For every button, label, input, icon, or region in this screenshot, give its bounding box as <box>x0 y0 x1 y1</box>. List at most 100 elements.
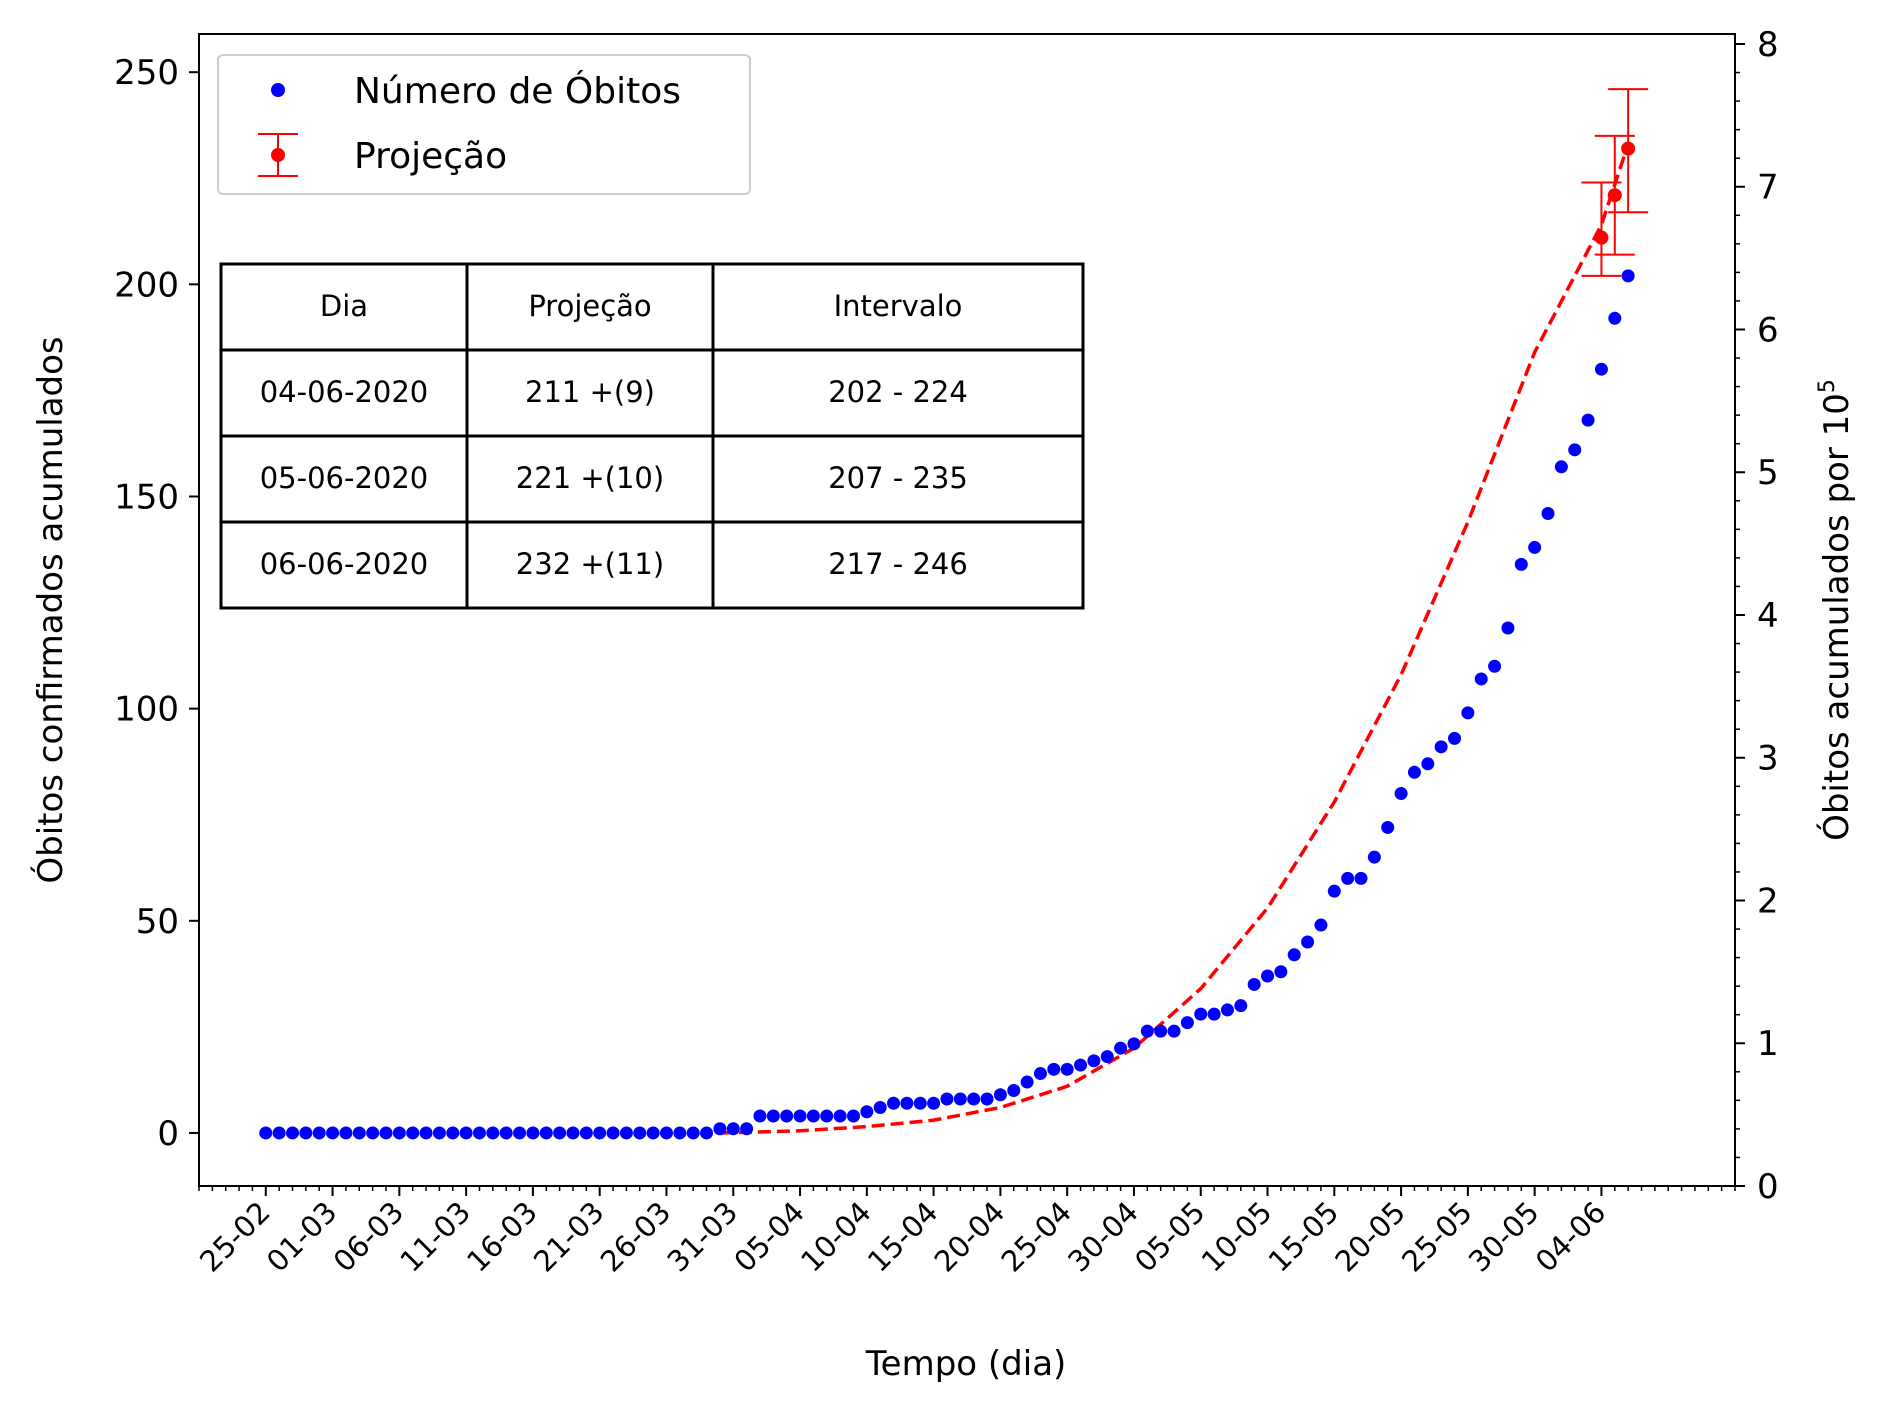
data-point <box>539 1126 553 1140</box>
data-point <box>272 1126 286 1140</box>
table-cell: 05-06-2020 <box>260 461 429 495</box>
y2-axis-label-text: Óbitos acumulados por 10 <box>1816 393 1857 841</box>
data-point <box>820 1109 834 1123</box>
data-point <box>285 1126 299 1140</box>
data-point <box>980 1092 994 1106</box>
x-tick-label: 20-04 <box>928 1195 1012 1279</box>
data-point <box>1180 1016 1194 1030</box>
data-point <box>1007 1084 1021 1098</box>
x-tick-label: 06-03 <box>327 1195 411 1279</box>
data-point <box>392 1126 406 1140</box>
data-point <box>593 1126 607 1140</box>
data-point <box>1568 443 1582 457</box>
data-point <box>1394 787 1408 801</box>
projection-table: Dia Projeção Intervalo 04-06-2020 211 +(… <box>219 262 1085 610</box>
data-point <box>753 1109 767 1123</box>
plot-frame <box>198 33 1736 1187</box>
table-cell: 207 - 235 <box>828 461 968 495</box>
data-point <box>1194 1007 1208 1021</box>
x-tick-label: 26-03 <box>594 1195 678 1279</box>
data-point <box>659 1126 673 1140</box>
table-cell: 04-06-2020 <box>260 375 429 409</box>
data-point <box>1594 362 1608 376</box>
data-point <box>1274 965 1288 979</box>
x-tick-label: 11-03 <box>393 1195 477 1279</box>
data-point <box>633 1126 647 1140</box>
legend-projection-marker <box>271 148 285 162</box>
data-point <box>432 1126 446 1140</box>
table-header-dia: Dia <box>320 289 368 323</box>
data-point <box>673 1126 687 1140</box>
table-cell: 217 - 246 <box>828 547 968 581</box>
table-cell: 221 +(10) <box>516 461 664 495</box>
observed-series <box>259 269 1635 1140</box>
x-tick-label: 25-05 <box>1395 1195 1479 1279</box>
projection-point <box>1607 188 1622 203</box>
data-point <box>1327 884 1341 898</box>
table-cell: 06-06-2020 <box>260 547 429 581</box>
data-point <box>352 1126 366 1140</box>
data-point <box>619 1126 633 1140</box>
y2-tick-label: 0 <box>1757 1167 1779 1207</box>
projection-point <box>1621 141 1636 156</box>
data-point <box>1514 557 1528 571</box>
data-point <box>472 1126 486 1140</box>
y-axis: 0 50 100 150 200 250 <box>114 53 199 1154</box>
y2-tick-label: 1 <box>1757 1024 1779 1064</box>
data-point <box>1381 820 1395 834</box>
data-point <box>606 1126 620 1140</box>
data-point <box>1554 460 1568 474</box>
y-tick-label: 250 <box>114 53 179 93</box>
data-point <box>726 1122 740 1136</box>
data-point <box>1421 757 1435 771</box>
y-tick-label: 50 <box>136 902 179 942</box>
data-point <box>740 1122 754 1136</box>
x-tick-label: 01-03 <box>260 1195 344 1279</box>
y2-axis-label: Óbitos acumulados por 105 <box>1815 379 1857 841</box>
data-point <box>1234 999 1248 1013</box>
legend-observed-label: Número de Óbitos <box>354 70 681 112</box>
y-axis-label: Óbitos confirmados acumulados <box>30 336 71 883</box>
y-tick-label: 0 <box>157 1114 179 1154</box>
y2-tick-label: 5 <box>1757 453 1779 493</box>
data-point <box>1314 918 1328 932</box>
data-point <box>1608 311 1622 325</box>
x-tick-label: 05-04 <box>727 1195 811 1279</box>
x-axis-label: Tempo (dia) <box>865 1344 1067 1384</box>
data-point <box>406 1126 420 1140</box>
data-point <box>1621 269 1635 283</box>
x-tick-label: 25-04 <box>994 1195 1078 1279</box>
data-point <box>486 1126 500 1140</box>
data-point <box>686 1126 700 1140</box>
y2-tick-label: 3 <box>1757 739 1779 779</box>
data-point <box>873 1101 887 1115</box>
data-point <box>953 1092 967 1106</box>
data-point <box>1461 706 1475 720</box>
table-header-projecao: Projeção <box>528 289 651 323</box>
x-tick-label: 04-06 <box>1529 1195 1613 1279</box>
data-point <box>967 1092 981 1106</box>
projection-series <box>1581 88 1649 277</box>
x-tick-label: 15-04 <box>861 1195 945 1279</box>
data-point <box>566 1126 580 1140</box>
data-point <box>1528 540 1542 554</box>
data-point <box>713 1122 727 1136</box>
y-tick-label: 100 <box>114 690 179 730</box>
x-tick-label: 10-04 <box>794 1195 878 1279</box>
x-tick-label: 10-05 <box>1195 1195 1279 1279</box>
data-point <box>646 1126 660 1140</box>
data-point <box>1087 1054 1101 1068</box>
y2-tick-label: 7 <box>1757 168 1779 208</box>
data-point <box>526 1126 540 1140</box>
data-point <box>1047 1062 1061 1076</box>
data-point <box>1488 659 1502 673</box>
data-point <box>1448 731 1462 745</box>
data-point <box>1247 977 1261 991</box>
data-point <box>940 1092 954 1106</box>
x-tick-label: 30-04 <box>1061 1195 1145 1279</box>
data-point <box>1140 1024 1154 1038</box>
table-cell: 211 +(9) <box>525 375 655 409</box>
x-tick-label: 05-05 <box>1128 1195 1212 1279</box>
data-point <box>1127 1037 1141 1051</box>
